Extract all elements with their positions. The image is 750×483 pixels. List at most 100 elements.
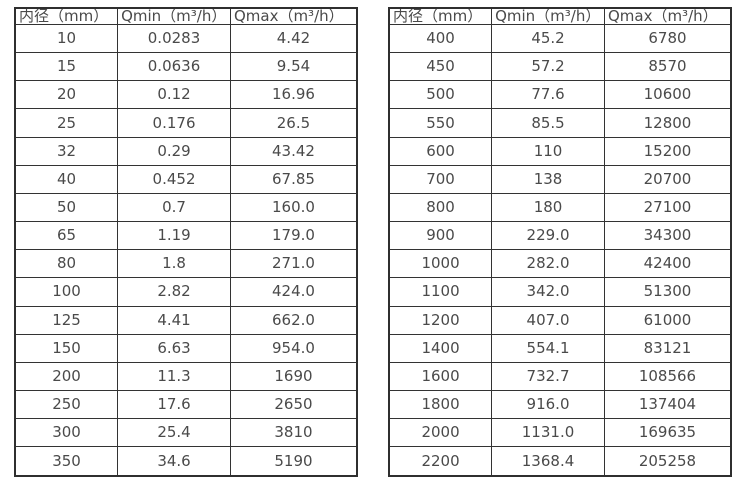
table-cell: 1800 [388,390,493,420]
table-row: 25 0.176 26.5 [14,108,358,138]
column-header: Qmax（m³/h） [603,7,732,25]
table-cell: 32 [14,136,119,166]
table-row: 2000 1131.0 169635 [388,418,732,448]
table-cell: 700 [388,164,493,194]
table-cell: 12800 [603,108,732,138]
table-cell: 0.0636 [117,52,231,82]
table-cell: 662.0 [229,305,358,335]
table-row: 200 11.3 1690 [14,361,358,392]
flow-spec-table-small-diameters: 内径（mm） Qmin（m³/h） Qmax（m³/h） 10 0.0283 4.42 1… [14,7,358,477]
table-row: 450 57.2 8570 [388,52,732,82]
table-cell: 6780 [603,23,732,54]
table-cell: 900 [388,221,493,251]
table-cell: 85.5 [491,108,605,138]
table-cell: 271.0 [229,249,358,279]
table-cell: 138 [491,164,605,194]
table-cell: 77.6 [491,80,605,110]
table-row: 1200 407.0 61000 [388,305,732,335]
table-row: 2200 1368.4 205258 [388,446,732,477]
table-cell: 1400 [388,333,493,363]
table-row: 400 45.2 6780 [388,23,732,54]
table-cell: 34300 [603,221,732,251]
table-row: 150 6.63 954.0 [14,333,358,363]
table-cell: 205258 [603,446,732,477]
table-cell: 25.4 [117,418,231,448]
table-cell: 15 [14,52,119,82]
column-header: Qmin（m³/h） [491,7,605,25]
table-cell: 200 [14,361,119,392]
table-cell: 550 [388,108,493,138]
table-row: 300 25.4 3810 [14,418,358,448]
table-cell: 1.19 [117,221,231,251]
table-cell: 25 [14,108,119,138]
table-cell: 100 [14,277,119,307]
table-cell: 0.176 [117,108,231,138]
table-cell: 5190 [229,446,358,477]
table-cell: 16.96 [229,80,358,110]
table-cell: 27100 [603,192,732,223]
table-cell: 125 [14,305,119,335]
table-row: 350 34.6 5190 [14,446,358,477]
table-cell: 0.29 [117,136,231,166]
table-cell: 15200 [603,136,732,166]
table-cell: 0.0283 [117,23,231,54]
table-cell: 4.42 [229,23,358,54]
column-header: 内径（mm） [14,7,119,25]
table-cell: 110 [491,136,605,166]
table-cell: 407.0 [491,305,605,335]
table-cell: 10 [14,23,119,54]
table-cell: 1600 [388,361,493,392]
table-row: 550 85.5 12800 [388,108,732,138]
column-header: Qmax（m³/h） [229,7,358,25]
table-cell: 42400 [603,249,732,279]
table-row: 50 0.7 160.0 [14,192,358,223]
table-cell: 61000 [603,305,732,335]
table-row: 1100 342.0 51300 [388,277,732,307]
table-cell: 2650 [229,390,358,420]
table-cell: 17.6 [117,390,231,420]
table-row: 40 0.452 67.85 [14,164,358,194]
table-cell: 342.0 [491,277,605,307]
table-cell: 4.41 [117,305,231,335]
column-header: 内径（mm） [388,7,493,25]
table-cell: 282.0 [491,249,605,279]
table-row: 15 0.0636 9.54 [14,52,358,82]
table-cell: 0.12 [117,80,231,110]
table-cell: 350 [14,446,119,477]
table-row: 1800 916.0 137404 [388,390,732,420]
table-row: 100 2.82 424.0 [14,277,358,307]
table-cell: 450 [388,52,493,82]
table-row: 500 77.6 10600 [388,80,732,110]
table-cell: 80 [14,249,119,279]
table-cell: 26.5 [229,108,358,138]
table-row: 20 0.12 16.96 [14,80,358,110]
table-cell: 1.8 [117,249,231,279]
table-cell: 2200 [388,446,493,477]
table-header-row: 内径（mm） Qmin（m³/h） Qmax（m³/h） [14,7,358,25]
table-cell: 50 [14,192,119,223]
table-cell: 51300 [603,277,732,307]
table-cell: 400 [388,23,493,54]
table-cell: 2.82 [117,277,231,307]
table-cell: 179.0 [229,221,358,251]
table-cell: 40 [14,164,119,194]
table-cell: 6.63 [117,333,231,363]
table-row: 250 17.6 2650 [14,390,358,420]
table-row: 1000 282.0 42400 [388,249,732,279]
table-cell: 2000 [388,418,493,448]
table-cell: 800 [388,192,493,223]
table-row: 1600 732.7 108566 [388,361,732,392]
table-header-row: 内径（mm） Qmin（m³/h） Qmax（m³/h） [388,7,732,25]
table-cell: 9.54 [229,52,358,82]
table-cell: 1131.0 [491,418,605,448]
table-cell: 160.0 [229,192,358,223]
table-cell: 169635 [603,418,732,448]
table-cell: 43.42 [229,136,358,166]
table-cell: 57.2 [491,52,605,82]
table-cell: 300 [14,418,119,448]
table-cell: 83121 [603,333,732,363]
table-cell: 1368.4 [491,446,605,477]
table-cell: 732.7 [491,361,605,392]
flow-spec-table-large-diameters: 内径（mm） Qmin（m³/h） Qmax（m³/h） 400 45.2 6780 45… [388,7,732,477]
table-cell: 1200 [388,305,493,335]
